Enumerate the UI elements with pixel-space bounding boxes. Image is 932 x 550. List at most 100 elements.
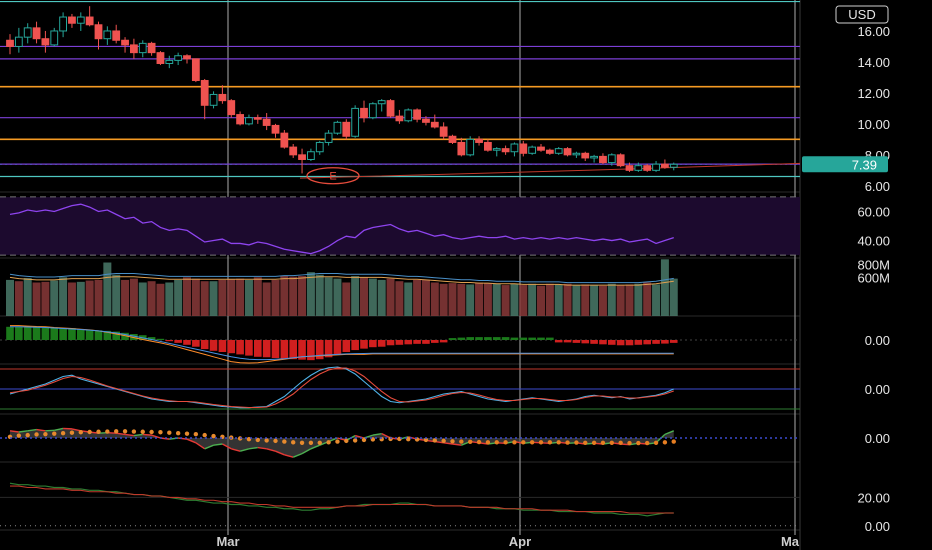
candle-body [537,146,545,151]
macd-histogram-bar [59,328,67,340]
macd-histogram-bar [236,340,244,355]
macd-histogram-bar [590,340,598,344]
volume-bar [572,285,581,316]
macd-histogram-bar [457,337,466,340]
oscillator-trend-dot [662,440,668,445]
oscillator-edge [231,448,241,452]
oscillator-edge [372,432,382,436]
macd-histogram-bar [608,340,616,345]
macd-histogram-bar [669,340,678,343]
oscillator-edge [248,446,258,450]
oscillator-edge [275,450,285,456]
candle-body [377,100,386,105]
candle-body [607,154,616,164]
oscillator-trend-dot [529,440,535,445]
oscillator-edge [213,443,223,446]
macd-histogram-bar [546,337,554,340]
oscillator-trend-dot [335,439,340,444]
volume-bar [174,279,183,316]
volume-bar [50,280,59,316]
candle-body [501,148,510,153]
oscillator-trend-dot [441,438,446,444]
macd-histogram-bar [404,340,413,345]
candle-body [448,135,457,143]
last-price-value: 7.39 [852,157,877,172]
candle-body [643,165,652,171]
candle-body [59,16,68,32]
oscillator-edge [284,454,294,458]
volume-axis-label: 600M [857,270,890,285]
oscillator-edge [178,437,188,440]
candle-body [14,36,23,47]
event-marker[interactable] [306,167,360,185]
volume-bar [475,282,484,316]
oscillator-edge [71,428,81,432]
macd-histogram-bar [369,340,377,348]
volume-bar [147,281,156,316]
macd-histogram-bar [245,340,253,356]
volume-bar [94,279,103,316]
macd-histogram-bar [386,340,395,346]
candle-body [253,117,262,120]
oscillator-trend-dot [574,440,579,445]
oscillator-edge [9,430,19,433]
oscillator-edge [266,448,276,452]
volume-bar [430,282,439,316]
volume-bar [271,279,280,316]
oscillator-trend-dot [556,440,561,445]
candle-body [430,121,439,128]
candle-body [183,55,191,60]
candle-body [554,148,563,154]
macd-histogram-bar [413,340,421,344]
volume-bar [421,279,430,316]
adx-axis-label: 0.00 [865,519,890,534]
macd-histogram-bar [112,331,120,340]
oscillator-trend-dot [149,429,154,435]
candle-body [368,103,377,119]
volume-bar [501,285,510,316]
candle-body [121,39,129,46]
oscillator-trend-dot [627,440,632,446]
macd-histogram-bar [68,328,76,340]
price-axis-label: 10.00 [857,117,890,132]
oscillator-trend-dot [202,432,207,438]
macd-histogram-bar [289,340,297,360]
oscillator-edge [354,434,365,439]
volume-bar [315,274,324,316]
oscillator-trend-dot [512,440,517,445]
candle-body [245,117,253,125]
macd-axis-label: 0.00 [865,333,890,348]
currency-badge[interactable] [835,5,889,24]
oscillator-trend-dot [503,440,508,445]
date-axis-label: Apr [509,534,531,549]
oscillator-trend-dot [60,431,66,436]
volume-bar [660,259,669,316]
candle-body [545,149,554,154]
macd-signal-line [10,326,674,361]
macd-histogram-bar [431,340,439,343]
oscillator-trend-dot [264,438,269,443]
volume-bar [537,285,545,316]
volume-bar [581,284,590,316]
candle-body [404,109,413,122]
rsi-axis-label: 40.00 [857,234,890,249]
oscillator-edge [151,434,161,439]
oscillator-trend-dot [600,440,606,445]
macd-histogram-bar [661,340,669,344]
macd-histogram-bar [130,334,138,340]
volume-bar [563,283,572,316]
macd-histogram-bar [519,337,528,340]
candle-body [652,163,660,171]
candle-body [32,27,41,40]
candle-body [528,146,537,154]
volume-bar [634,283,643,316]
macd-histogram-bar [209,340,218,351]
candle-body [422,118,430,123]
candle-body [324,132,333,143]
candle-body [76,16,85,24]
oscillator-edge [452,443,462,446]
macd-histogram-bar [554,340,563,343]
oscillator-edge [301,448,312,455]
